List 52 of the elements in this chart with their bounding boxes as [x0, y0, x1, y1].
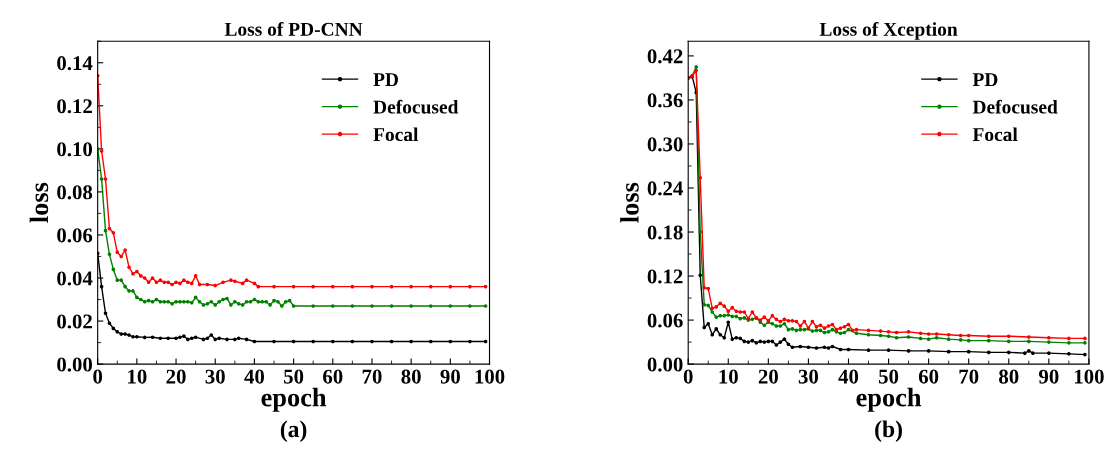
x-axis-title: epoch [261, 387, 327, 412]
text: (a) [280, 420, 307, 442]
y-tick-label: 0.24 [647, 181, 683, 196]
x-tick-label: 80 [401, 369, 421, 384]
y-tick-label: 0.06 [647, 313, 683, 328]
y-tick-label: 0.04 [57, 271, 93, 286]
legend-label: PD [373, 73, 399, 86]
text: (b) [875, 420, 902, 442]
x-tick-label: 0 [93, 369, 103, 384]
y-tick-label: 0.14 [57, 56, 93, 71]
x-tick-label: 10 [719, 369, 738, 384]
x-tick-label: 30 [205, 369, 225, 384]
x-tick-label: 40 [244, 369, 265, 384]
x-tick-label: 90 [440, 369, 460, 384]
x-tick-label: 60 [918, 369, 939, 384]
x-tick-label: 20 [166, 369, 186, 384]
x-tick-label: 100 [1074, 369, 1104, 384]
y-axis-title: loss [620, 182, 639, 223]
y-tick-label: 0.42 [647, 49, 683, 64]
x-tick-label: 10 [128, 369, 147, 384]
y-tick-label: 0.08 [57, 185, 93, 200]
y-tick-label: 0.30 [647, 137, 683, 152]
legend-label: PD [972, 73, 998, 86]
x-tick-label: 60 [323, 369, 343, 384]
x-tick-label: 20 [758, 369, 778, 384]
x-tick-label: 0 [683, 369, 693, 384]
y-tick-label: 0.36 [647, 93, 683, 108]
y-tick-label: 0.12 [57, 99, 92, 114]
legend-label: Focal [373, 127, 419, 142]
x-tick-label: 70 [362, 369, 382, 384]
legend-label: Defocused [373, 99, 459, 114]
x-tick-label: 50 [878, 369, 899, 384]
legend-label: Focal [972, 127, 1018, 142]
chart-title: Loss of Xception [819, 21, 958, 40]
x-axis-title: epoch [856, 387, 922, 412]
legend-label: Defocused [972, 99, 1058, 114]
y-tick-label: 0.02 [57, 314, 92, 329]
y-tick-label: 0.12 [647, 269, 683, 284]
x-tick-label: 30 [798, 369, 819, 384]
y-tick-label: 0.06 [57, 228, 93, 243]
x-tick-label: 50 [284, 369, 304, 384]
y-tick-label: 0.00 [647, 357, 683, 372]
y-axis-title: loss [29, 182, 49, 223]
y-tick-label: 0.00 [57, 357, 93, 372]
x-tick-label: 80 [999, 369, 1019, 384]
x-tick-label: 70 [959, 369, 979, 384]
chart-title: Loss of PD-CNN [224, 21, 363, 36]
x-tick-label: 40 [838, 369, 859, 384]
x-tick-label: 90 [1038, 369, 1059, 384]
y-tick-label: 0.18 [647, 225, 683, 240]
x-tick-label: 100 [475, 369, 505, 384]
y-tick-label: 0.10 [57, 142, 93, 157]
